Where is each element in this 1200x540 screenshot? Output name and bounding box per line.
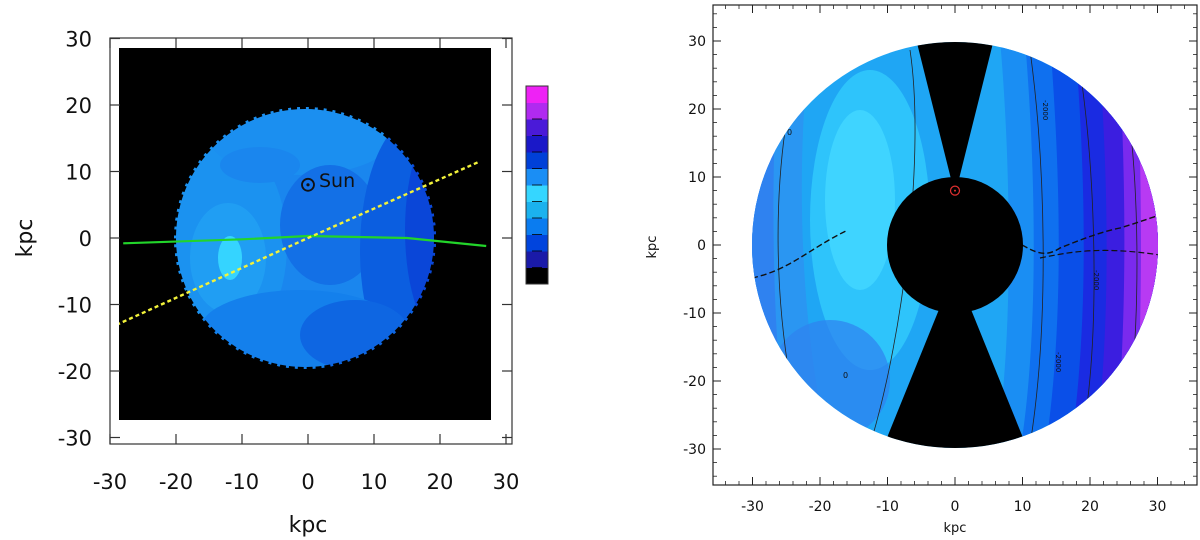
x-tick-label: 10: [1014, 499, 1032, 515]
colorbar-segment: [526, 201, 548, 219]
colorbar-segment: [526, 251, 548, 268]
contour-label: 0: [787, 128, 792, 137]
sun-symbol-icon: [949, 185, 961, 196]
left-plot-frame: [109, 37, 513, 445]
yellow-line: [119, 160, 481, 326]
right-axis-ticks: -30 -20 -10 0 10 20 30 -30 -20 -10 0 10 20 30: [683, 5, 1197, 515]
x-tick-label: 10: [361, 470, 388, 494]
green-line: [123, 234, 487, 248]
colorbar-segment: [526, 86, 548, 103]
right-x-axis-title: kpc: [944, 521, 967, 536]
dashed-line: [1039, 249, 1158, 259]
y-tick-label: 30: [688, 34, 706, 50]
x-tick-label: -10: [225, 470, 259, 494]
x-tick-label: -30: [93, 470, 127, 494]
y-tick-label: -30: [683, 442, 706, 458]
contour-label: 0: [843, 371, 848, 380]
colorbar-segment: [526, 267, 548, 285]
x-tick-label: -10: [876, 499, 899, 515]
x-tick-label: 30: [493, 470, 520, 494]
dashed-line: [752, 229, 849, 279]
left-map-panel: Sun -30 -20 -10 0 10 20 30 -30 -20 -10 0 10 20 30 kpc…: [13, 28, 549, 538]
x-tick-label: 0: [301, 470, 314, 494]
colorbar-segment: [526, 168, 548, 186]
x-tick-label: 0: [951, 499, 960, 515]
contour-line: [1079, 69, 1095, 421]
x-tick-label: 20: [1081, 499, 1099, 515]
sun-symbol-dot: [306, 183, 310, 187]
left-disk-edge: [172, 105, 438, 371]
x-tick-label: -20: [809, 499, 832, 515]
right-map-panel: 0 0 -2000 -2000 -2000 -30 -20 -10 0 10 20 30-3…: [645, 4, 1198, 536]
y-tick-label: -20: [683, 374, 706, 390]
contour-line: [1029, 49, 1044, 446]
sun-label: Sun: [319, 170, 355, 192]
masked-wedge-top: [915, 42, 995, 195]
colorbar-segment: [526, 152, 548, 169]
y-tick-label: -20: [58, 360, 92, 384]
y-tick-label: 0: [79, 227, 92, 251]
x-tick-label: -20: [159, 470, 193, 494]
y-tick-label: -10: [683, 306, 706, 322]
x-tick-label: 30: [1149, 499, 1167, 515]
x-tick-label: 20: [427, 470, 454, 494]
x-tick-label: -30: [741, 499, 764, 515]
left-axis-ticks: -30 -20 -10 0 10 20 30 -30 -20 -10 0 10 20 30: [58, 28, 520, 495]
contour-label: -2000: [1092, 270, 1100, 290]
y-tick-label: -30: [58, 427, 92, 451]
colorbar-segment: [526, 185, 548, 202]
sun-marker: Sun: [301, 170, 355, 192]
colorbar-segment: [526, 218, 548, 235]
right-y-axis-title: kpc: [645, 236, 660, 259]
colorbar: [525, 85, 549, 285]
contour-label: -2000: [1054, 352, 1062, 372]
left-y-axis-title: kpc: [13, 219, 38, 258]
colorbar-segment: [526, 119, 548, 136]
left-x-axis-title: kpc: [289, 513, 328, 538]
y-tick-label: 10: [65, 161, 92, 185]
y-tick-label: 20: [688, 102, 706, 118]
y-tick-label: -10: [58, 294, 92, 318]
colorbar-segment: [526, 135, 548, 153]
masked-inner-circle: [887, 177, 1023, 313]
y-tick-label: 20: [65, 94, 92, 118]
colorbar-segment: [526, 234, 548, 252]
dashed-line: [1021, 214, 1158, 254]
y-tick-label: 10: [688, 170, 706, 186]
masked-wedge-bottom: [880, 270, 1030, 448]
y-tick-label: 0: [697, 238, 706, 254]
sun-symbol-dot: [954, 189, 956, 192]
colorbar-segment: [526, 102, 548, 120]
contour-label: -2000: [1041, 100, 1049, 120]
sun-symbol-icon: [301, 177, 315, 192]
y-tick-label: 30: [65, 28, 92, 52]
colorbar-frame: [525, 85, 549, 285]
